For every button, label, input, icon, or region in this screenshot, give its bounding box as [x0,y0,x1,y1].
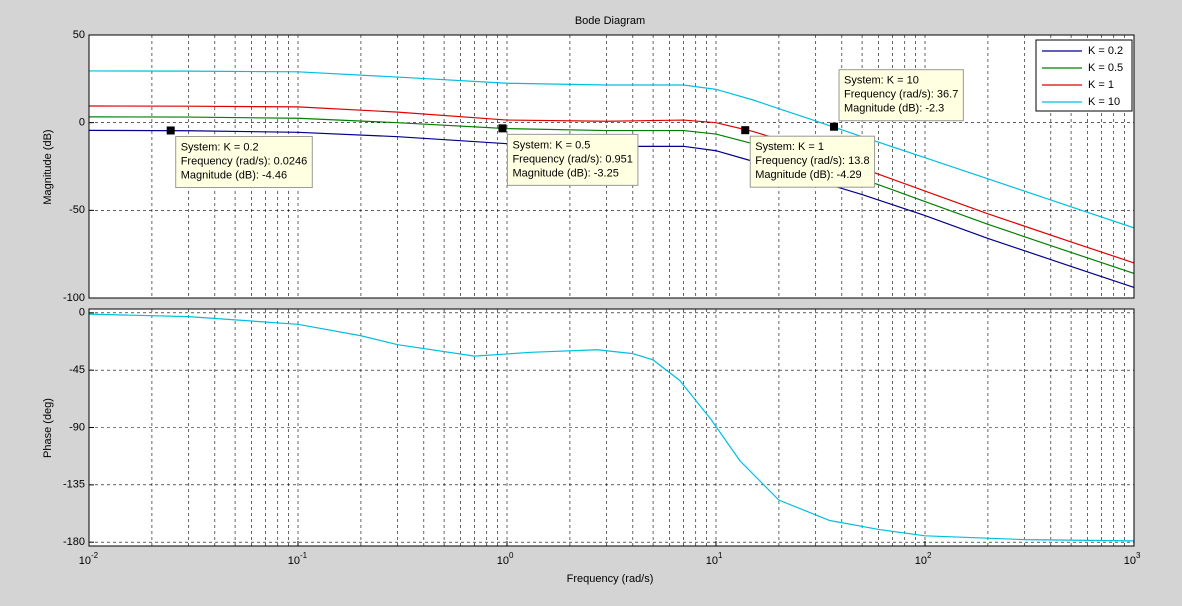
datatip-box [838,69,964,122]
datatip-box [506,133,639,186]
axes-frame [88,34,1135,299]
datatip-text: Magnitude (dB): -3.25 [512,167,618,179]
x-tick-label: 10 [497,555,509,567]
y-tick-label: -180 [63,536,85,548]
y-tick-label: -135 [63,479,85,491]
legend: K = 0.2 K = 0.5 K = 1 K = 10 [1035,39,1133,112]
datatip-marker [498,124,507,133]
x-tick-label: 10 [915,555,927,567]
y-axis-label: Magnitude (dB) [42,129,54,204]
datatip-text: Magnitude (dB): -2.3 [844,103,944,115]
y-tick-label: 50 [73,29,85,41]
y-tick-label: -90 [69,421,85,433]
y-tick-label: -45 [69,364,85,376]
datatip-text: System: K = 1 [755,141,824,153]
datatip-text: Magnitude (dB): -4.29 [755,169,861,181]
datatip: System: K = 10 Frequency (rad/s): 36.7 Mag… [838,69,964,122]
y-tick-label: -50 [69,204,85,216]
datatip-box [175,135,313,188]
datatip-text: Frequency (rad/s): 0.951 [512,153,632,165]
x-tick-exponent: 0 [509,551,514,560]
datatip-marker [166,126,175,135]
datatip-text: Frequency (rad/s): 36.7 [844,89,958,101]
datatip: System: K = 0.2 Frequency (rad/s): 0.0246… [175,135,313,188]
datatip-text: System: K = 0.2 [181,141,259,153]
y-tick-label: 0 [79,117,85,129]
datatip-text: System: K = 0.5 [512,139,590,151]
datatip-box [749,135,876,188]
series-line [88,105,1135,264]
datatip-text: Frequency (rad/s): 0.0246 [181,155,308,167]
series-line [88,116,1135,275]
chart-title: Bode Diagram [575,15,645,27]
x-tick-exponent: 1 [718,551,723,560]
datatip-text: Frequency (rad/s): 13.8 [755,155,869,167]
axes-frame [88,308,1135,547]
x-axis-label: Frequency (rad/s) [567,573,654,585]
datatip: System: K = 1 Frequency (rad/s): 13.8 Magn… [749,135,876,188]
x-tick-exponent: 3 [1136,551,1141,560]
datatip: System: K = 0.5 Frequency (rad/s): 0.951 M… [506,133,639,186]
legend-label: K = 1 [1088,79,1114,91]
x-tick-label: 10 [706,555,718,567]
datatip-marker [741,126,750,135]
datatip-marker [830,122,839,131]
y-axis-label: Phase (deg) [42,398,54,458]
x-tick-label: 10 [79,555,91,567]
legend-box [1035,39,1133,112]
datatip-text: Magnitude (dB): -4.46 [181,169,287,181]
series-line [88,313,1135,542]
legend-label: K = 0.5 [1088,62,1123,74]
y-tick-label: -100 [63,292,85,304]
y-tick-label: 0 [79,307,85,319]
legend-label: K = 10 [1088,96,1120,108]
series-line [88,129,1135,289]
x-tick-label: 10 [1124,555,1136,567]
x-tick-label: 10 [288,555,300,567]
datatip-text: System: K = 10 [844,75,919,87]
x-tick-exponent: -2 [91,551,99,560]
x-tick-exponent: -1 [300,551,308,560]
x-tick-exponent: 2 [927,551,932,560]
series-line [88,70,1135,229]
legend-label: K = 0.2 [1088,45,1123,57]
